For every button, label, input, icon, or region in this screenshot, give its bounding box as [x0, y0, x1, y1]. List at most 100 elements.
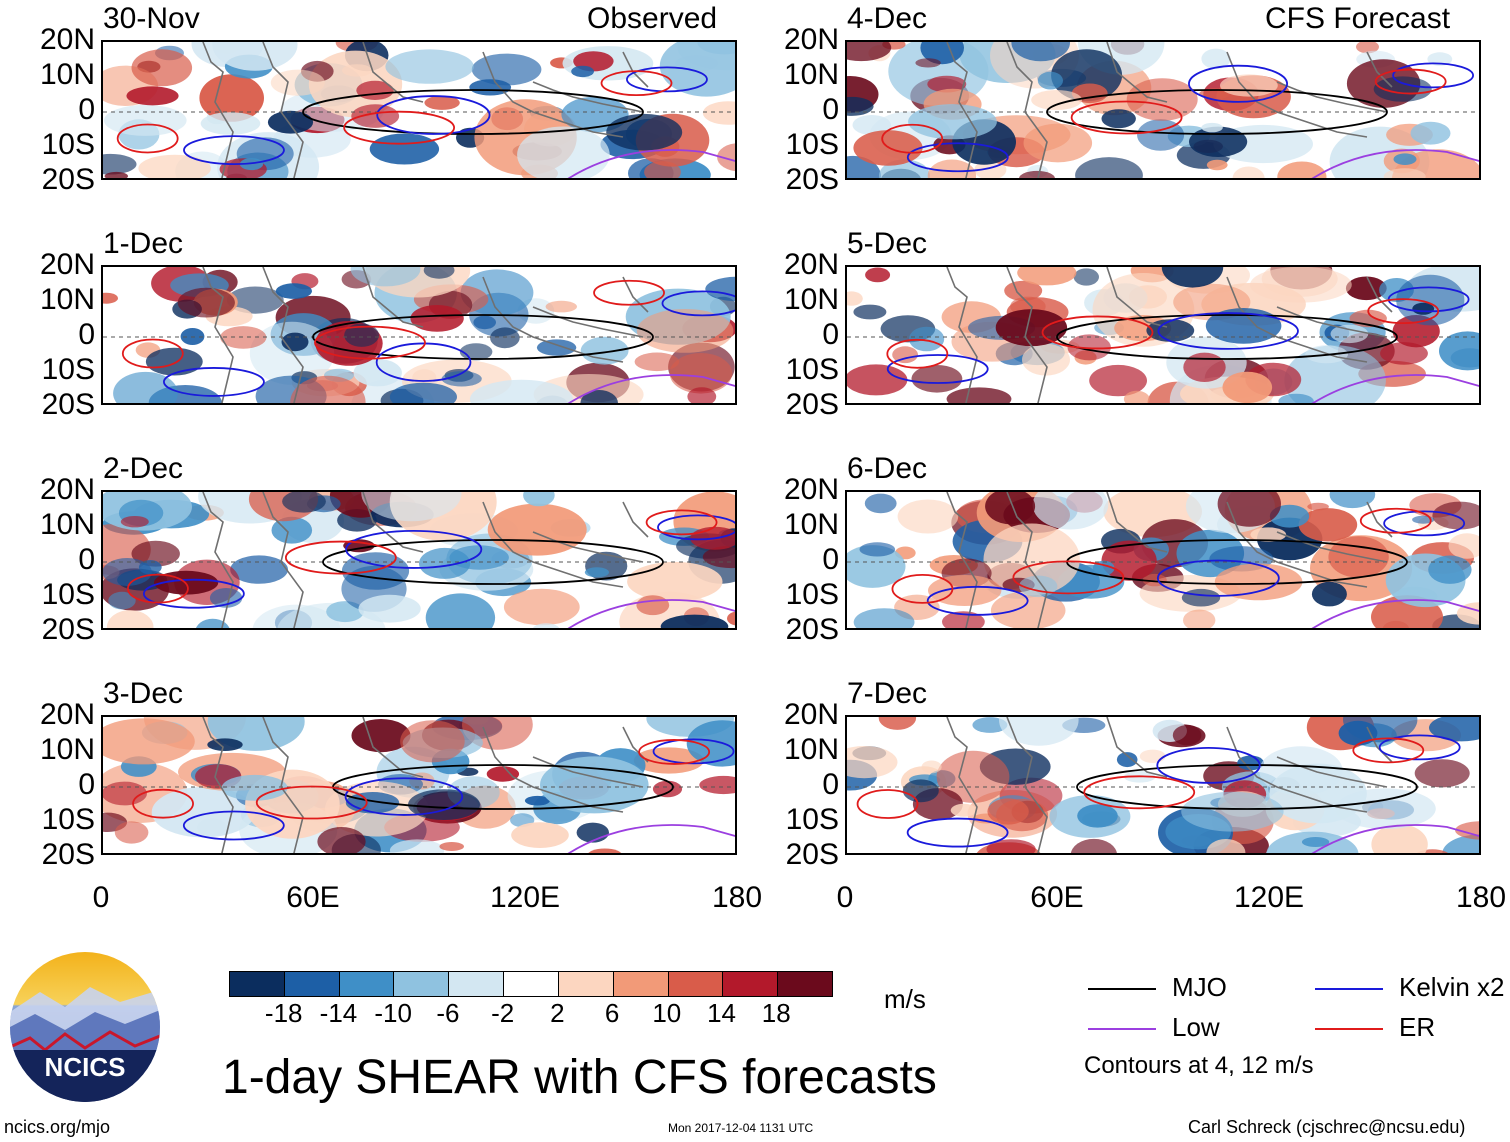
negative-shear-area — [1427, 52, 1453, 66]
coastline — [362, 267, 424, 328]
panel-date-3-dec: 3-Dec — [103, 677, 184, 710]
kelvin-contour — [375, 342, 472, 382]
colorbar-swatch — [394, 972, 450, 996]
negative-shear-area — [441, 371, 482, 387]
legend-swatch-mjo — [1088, 988, 1156, 990]
positive-shear-area — [138, 154, 211, 178]
negative-shear-area — [459, 343, 493, 361]
positive-shear-area — [1356, 42, 1379, 54]
positive-shear-area — [627, 561, 723, 602]
panel-date-4-dec: 4-Dec — [847, 2, 928, 35]
negative-shear-area — [853, 304, 887, 320]
negative-shear-area — [226, 286, 284, 314]
positive-shear-area — [986, 839, 1036, 853]
kelvin-contour — [886, 354, 989, 384]
positive-shear-area — [717, 143, 735, 172]
coastline — [1366, 726, 1393, 763]
legend-label: Low — [1172, 1012, 1220, 1042]
y-tick-label: 20S — [785, 388, 839, 421]
coastline — [532, 531, 644, 563]
negative-shear-area — [902, 779, 939, 803]
colorbar-level: 14 — [707, 998, 736, 1028]
positive-shear-area — [878, 717, 917, 730]
er-contour — [121, 338, 184, 369]
er-contour — [1359, 507, 1432, 534]
positive-shear-area — [1383, 168, 1426, 178]
er-contour — [314, 325, 426, 360]
low-contour — [1311, 599, 1479, 628]
x-tick-label: 120E — [1233, 881, 1305, 914]
negative-shear-area — [852, 115, 891, 135]
ncics-logo: NCICS — [10, 952, 160, 1102]
negative-shear-area — [1330, 324, 1369, 344]
negative-shear-area — [1032, 492, 1109, 530]
kelvin-contour — [661, 290, 735, 317]
er-contour — [132, 788, 194, 819]
colorbar-swatch — [230, 972, 285, 996]
positive-shear-area — [983, 523, 1080, 596]
positive-shear-area — [106, 610, 154, 628]
coastline — [946, 717, 978, 853]
timestamp: Mon 2017-12-04 1131 UTC — [668, 1121, 814, 1135]
positive-shear-area — [936, 750, 1010, 803]
x-tick-label: 120E — [489, 881, 561, 914]
negative-shear-area — [1077, 804, 1118, 828]
coastline — [1106, 492, 1168, 553]
positive-shear-area — [1250, 527, 1287, 542]
low-contour — [567, 824, 735, 853]
er-contour — [284, 540, 397, 575]
shear-map-1-dec — [101, 265, 737, 405]
legend-label: MJO — [1172, 972, 1227, 1002]
kelvin-contour — [1156, 559, 1280, 597]
er-contour — [1041, 315, 1154, 350]
negative-shear-area — [847, 96, 874, 116]
x-tick-label: 60E — [1030, 881, 1084, 914]
coastline — [262, 42, 304, 178]
positive-shear-area — [1139, 749, 1166, 763]
y-tick-label: 0 — [78, 768, 95, 801]
positive-shear-area — [669, 353, 733, 394]
positive-shear-area — [915, 58, 941, 68]
positive-shear-area — [103, 718, 195, 765]
positive-shear-area — [1070, 838, 1117, 853]
colorbar — [229, 971, 833, 997]
coastline — [1006, 717, 1048, 853]
positive-shear-area — [1206, 839, 1246, 853]
negative-shear-area — [389, 839, 445, 853]
negative-shear-area — [344, 323, 379, 347]
negative-shear-area — [212, 42, 298, 71]
positive-shear-area — [927, 159, 977, 178]
coastline — [1006, 42, 1048, 178]
coastline — [1226, 726, 1368, 813]
panel-date-6-dec: 6-Dec — [847, 452, 928, 485]
positive-shear-area — [996, 799, 1049, 832]
negative-shear-area — [584, 567, 609, 578]
colorbar-swatch — [778, 972, 832, 996]
legend-label: ER — [1399, 1012, 1436, 1042]
colorbar-swatch — [504, 972, 559, 996]
colorbar-level: -6 — [436, 998, 460, 1028]
er-contour — [1083, 775, 1196, 810]
negative-shear-area — [1329, 492, 1376, 509]
positive-shear-area — [1277, 161, 1327, 178]
negative-shear-area — [686, 720, 735, 767]
website-link[interactable]: ncics.org/mjo — [4, 1117, 111, 1137]
coastline — [202, 42, 234, 178]
coastline — [1226, 276, 1368, 363]
shear-map-6-dec — [845, 490, 1481, 630]
kelvin-contour — [657, 514, 735, 541]
positive-shear-area — [911, 365, 963, 393]
colorbar-level: -18 — [264, 998, 303, 1028]
x-tick-label: 60E — [286, 881, 340, 914]
shear-map-30-nov — [101, 40, 737, 180]
kelvin-contour — [1383, 510, 1466, 537]
positive-shear-area — [120, 516, 149, 528]
negative-shear-area — [145, 347, 203, 376]
y-tick-label: 20N — [39, 23, 95, 56]
coastline — [1276, 306, 1388, 338]
kelvin-contour — [1392, 62, 1474, 89]
coastline — [262, 267, 304, 403]
positive-shear-area — [1022, 343, 1070, 376]
positive-shear-area — [847, 291, 863, 306]
kelvin-contour — [1157, 312, 1299, 350]
